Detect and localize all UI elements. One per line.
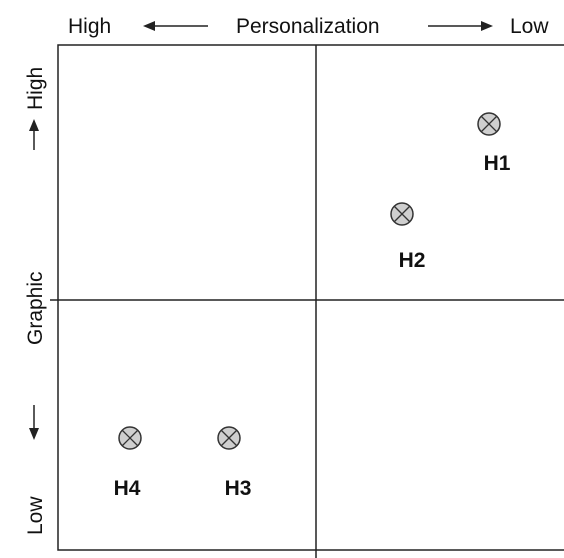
node-label: H4	[114, 477, 141, 500]
frame	[57, 44, 564, 551]
down-arrow	[29, 405, 39, 440]
node-label: H2	[399, 249, 426, 272]
marker-cross	[221, 430, 237, 446]
node-marker	[118, 426, 142, 450]
top-axis-low: Low	[510, 15, 549, 38]
marker-cross	[122, 430, 138, 446]
node-label: H3	[225, 477, 252, 500]
marker-cross	[394, 206, 410, 222]
left-axis-high: High	[24, 67, 47, 110]
top-axis-title: Personalization	[236, 15, 380, 38]
marker-cross	[481, 116, 497, 132]
left-axis-low: Low	[24, 496, 47, 535]
left-arrow	[143, 21, 208, 31]
node-marker	[477, 112, 501, 136]
right-arrow	[428, 21, 493, 31]
left-axis-title: Graphic	[24, 271, 47, 345]
up-arrow	[29, 119, 39, 150]
top-axis-high: High	[68, 15, 111, 38]
node-marker	[390, 202, 414, 226]
node-marker	[217, 426, 241, 450]
node-label: H1	[484, 152, 511, 175]
nodes: H1 H2 H3 H4	[114, 112, 511, 500]
